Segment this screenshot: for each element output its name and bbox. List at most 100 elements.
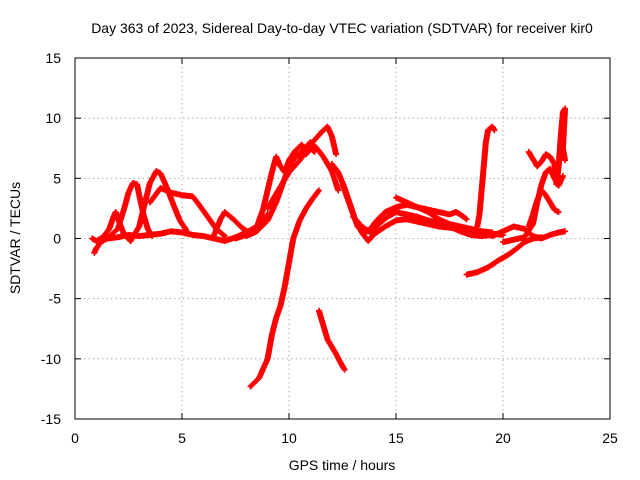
x-tick-label: 0 [71, 430, 79, 446]
data-point-marks [264, 333, 275, 362]
data-point-marks [457, 211, 469, 222]
series-arc-04 [127, 168, 190, 244]
series-arc-16 [474, 123, 498, 230]
chart-title: Day 363 of 2023, Sidereal Day-to-day VTE… [91, 20, 593, 36]
series-arc-15 [393, 194, 470, 223]
data-point-marks [375, 214, 390, 228]
data-point-marks [307, 130, 324, 148]
data-point [333, 151, 340, 158]
data-point-marks [114, 206, 127, 232]
data-points [89, 105, 569, 390]
data-point [491, 127, 498, 134]
series-arc-21 [525, 105, 569, 188]
data-point-marks [489, 123, 497, 132]
data-point-marks [512, 240, 527, 253]
data-point-marks [264, 188, 281, 212]
data-point-marks [328, 168, 341, 192]
data-point-marks [290, 219, 303, 242]
series-arc-20 [525, 187, 562, 230]
data-point-marks [313, 145, 326, 159]
data-point-marks [365, 231, 377, 244]
data-point-marks [367, 222, 381, 236]
data-point [149, 233, 156, 240]
x-tick-label: 20 [495, 430, 511, 446]
data-point-marks [286, 237, 296, 266]
data-point-marks [253, 218, 270, 235]
data-point-marks [134, 181, 142, 197]
data-point-marks [146, 186, 163, 206]
x-tick-label: 5 [178, 430, 186, 446]
data-point-marks [93, 240, 103, 252]
series-arc-18 [489, 223, 569, 242]
data-point-marks [339, 181, 352, 204]
data-point-marks [547, 199, 557, 212]
data-point-marks [373, 210, 388, 224]
y-tick-label: -10 [41, 351, 61, 367]
data-point [315, 187, 322, 194]
series-arc-09 [264, 123, 340, 212]
data-point-marks [350, 213, 364, 229]
x-tick-label: 25 [602, 430, 618, 446]
data-point [341, 366, 348, 373]
data-point-marks [253, 206, 266, 230]
data-point-marks [221, 209, 236, 222]
axis-ticks: 0 5 10 15 20 25 15 10 5 0 -5 -10 -15 [41, 50, 618, 446]
data-point-marks [309, 188, 321, 202]
plot-frame [74, 57, 611, 420]
data-point-marks [328, 160, 341, 175]
data-point-marks [127, 224, 142, 244]
data-point [335, 187, 342, 194]
data-point-marks [99, 227, 112, 241]
series-arc-12 [328, 160, 496, 237]
series-arc-06 [211, 209, 254, 238]
data-point-marks [264, 200, 279, 224]
data-point-marks [538, 187, 548, 198]
series-arc-10 [247, 187, 322, 390]
y-tick-label: -5 [49, 291, 62, 307]
data-point-marks [320, 153, 334, 173]
y-tick-label: 10 [45, 110, 61, 126]
data-point-marks [281, 261, 292, 290]
data-point-marks [560, 105, 569, 150]
data-point [183, 227, 190, 234]
data-point [562, 157, 569, 164]
x-tick-label: 10 [281, 430, 297, 446]
data-point [559, 172, 566, 179]
data-point-marks [474, 212, 483, 230]
data-point-marks [277, 285, 288, 309]
data-point-marks [476, 188, 485, 218]
data-point-marks [296, 142, 313, 164]
data-point-marks [230, 216, 244, 230]
data-point-marks [478, 164, 487, 194]
data-point [221, 233, 228, 240]
data-point-marks [367, 218, 379, 232]
data-point-marks [268, 316, 279, 338]
y-tick-label: 15 [45, 50, 61, 66]
x-tick-label: 15 [388, 430, 404, 446]
series-arc-11 [316, 307, 348, 373]
y-tick-label: 5 [53, 170, 61, 186]
y-tick-label: -15 [41, 411, 61, 427]
data-point-marks [504, 247, 518, 259]
data-point-marks [286, 158, 302, 176]
data-point-marks [247, 376, 261, 390]
y-axis-label: SDTVAR / TECUs [7, 182, 23, 294]
series-arc-14 [350, 209, 496, 240]
data-point-marks [170, 201, 183, 222]
x-axis-label: GPS time / hours [289, 457, 396, 473]
data-point-marks [316, 307, 326, 327]
data-point [562, 228, 569, 235]
data-point-marks [104, 226, 120, 242]
data-point-marks [264, 170, 275, 194]
data-point-marks [204, 213, 219, 231]
series-arc-05 [146, 185, 228, 240]
data-point-marks [547, 153, 557, 166]
data-point-marks [480, 140, 489, 170]
data-point-marks [196, 201, 210, 219]
y-tick-label: 0 [53, 231, 61, 247]
data-point-marks [256, 357, 270, 382]
data-point-marks [211, 217, 223, 238]
data-point-marks [328, 133, 339, 156]
data-point [463, 216, 470, 223]
